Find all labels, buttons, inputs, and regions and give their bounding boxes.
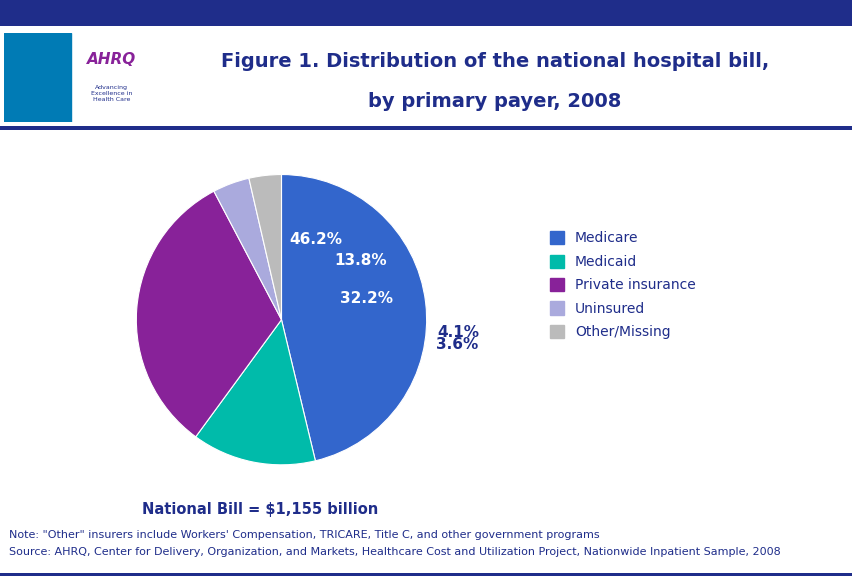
Text: 32.2%: 32.2% bbox=[339, 291, 392, 306]
Text: 46.2%: 46.2% bbox=[289, 232, 342, 247]
Text: by primary payer, 2008: by primary payer, 2008 bbox=[367, 92, 621, 111]
Wedge shape bbox=[214, 178, 281, 320]
Text: 3.6%: 3.6% bbox=[435, 337, 477, 352]
Text: National Bill = $1,155 billion: National Bill = $1,155 billion bbox=[142, 502, 377, 517]
Text: AHRQ: AHRQ bbox=[87, 52, 136, 67]
Text: 13.8%: 13.8% bbox=[334, 253, 386, 268]
Wedge shape bbox=[195, 320, 315, 465]
Text: Advancing
Excellence in
Health Care: Advancing Excellence in Health Care bbox=[91, 85, 132, 102]
Wedge shape bbox=[136, 191, 281, 437]
Wedge shape bbox=[249, 175, 281, 320]
Text: Note: "Other" insurers include Workers' Compensation, TRICARE, Title C, and othe: Note: "Other" insurers include Workers' … bbox=[9, 529, 598, 540]
Bar bbox=[4, 33, 72, 122]
Text: Source: AHRQ, Center for Delivery, Organization, and Markets, Healthcare Cost an: Source: AHRQ, Center for Delivery, Organ… bbox=[9, 547, 780, 557]
Wedge shape bbox=[281, 175, 426, 461]
Legend: Medicare, Medicaid, Private insurance, Uninsured, Other/Missing: Medicare, Medicaid, Private insurance, U… bbox=[544, 226, 700, 344]
Text: 4.1%: 4.1% bbox=[436, 325, 479, 340]
Text: Figure 1. Distribution of the national hospital bill,: Figure 1. Distribution of the national h… bbox=[221, 52, 768, 71]
